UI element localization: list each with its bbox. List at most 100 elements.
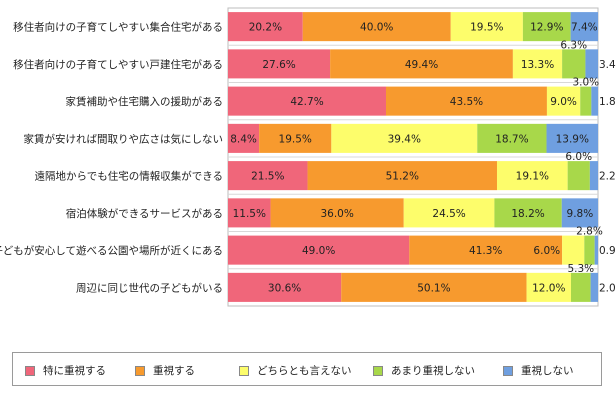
value-label: 18.2% (511, 208, 544, 220)
value-label: 49.0% (302, 245, 335, 257)
value-label: 36.0% (320, 208, 353, 220)
legend-item: あまり重視しない (373, 363, 475, 378)
legend-label: 重視する (153, 365, 195, 377)
bar-segment (496, 161, 568, 191)
bar-segment (591, 86, 598, 116)
value-label: 21.5% (251, 171, 284, 183)
value-label: 49.4% (405, 59, 438, 71)
value-label: 50.1% (417, 282, 450, 294)
legend-label: 特に重視する (43, 365, 106, 377)
bar-segment (307, 161, 497, 191)
legend-item: 重視する (135, 363, 195, 378)
value-label: 1.8% (599, 96, 616, 108)
category-label: 遠隔地からでも住宅の情報収集ができる (35, 170, 223, 183)
category-label: 周辺に同じ世代の子どもがいる (76, 281, 223, 294)
bar-segment (526, 272, 571, 302)
value-label: 12.0% (532, 282, 565, 294)
bar-segment (228, 161, 308, 191)
category-label: 移住者向けの子育てしやすい戸建住宅がある (13, 58, 223, 71)
bar-segment (270, 198, 404, 228)
category-label: 家賃が安ければ間取りや広さは気にしない (24, 132, 224, 145)
legend-item: 特に重視する (25, 363, 106, 378)
category-label: 家賃補助や住宅購入の援助がある (66, 95, 224, 108)
legend-swatch (25, 365, 35, 376)
bar-segment (331, 123, 478, 153)
value-label: 0.9% (599, 245, 616, 257)
bar-segment (567, 161, 590, 191)
legend-item: 重視しない (503, 363, 574, 378)
bar-segment (330, 49, 513, 79)
value-label: 40.0% (360, 22, 393, 34)
value-label: 11.5% (233, 208, 266, 220)
category-label: 宿泊体験ができるサービスがある (66, 207, 223, 220)
value-label: 2.8% (576, 226, 603, 238)
bar-segment (580, 86, 592, 116)
value-label: 2.0% (599, 282, 616, 294)
bar-segment (302, 12, 451, 42)
value-label: 13.3% (521, 59, 554, 71)
bar-segment (494, 198, 562, 228)
bar-segment (341, 272, 527, 302)
value-label: 19.1% (516, 171, 549, 183)
legend-swatch (373, 365, 383, 376)
legend: 特に重視する 重視する どちらとも言えない あまり重視しない 重視しない (12, 352, 602, 386)
value-label: 20.2% (249, 22, 282, 34)
bar-segment (228, 123, 260, 153)
value-label: 8.4% (230, 133, 257, 145)
bar-segment (228, 198, 271, 228)
bar-segment (522, 12, 571, 42)
value-label: 39.4% (388, 133, 421, 145)
bar-segment (477, 123, 547, 153)
bar-segment (562, 235, 585, 265)
bar-segment (570, 12, 598, 42)
value-label: 18.7% (495, 133, 528, 145)
legend-label: 重視しない (521, 365, 574, 377)
value-label: 19.5% (470, 22, 503, 34)
value-label: 9.8% (567, 208, 594, 220)
value-label: 27.6% (262, 59, 295, 71)
value-label: 19.5% (279, 133, 312, 145)
value-label: 24.5% (432, 208, 465, 220)
value-label: 9.0% (550, 96, 577, 108)
bar-segment (259, 123, 332, 153)
value-label: 3.0% (572, 77, 599, 89)
bar-segment (403, 198, 495, 228)
value-label: 5.3% (567, 263, 594, 275)
chart-plot: 移住者向けの子育てしやすい集合住宅がある 20.2% 40.0% 19.5% 12.9%… (0, 7, 616, 307)
value-label: 7.4% (571, 22, 598, 34)
legend-swatch (503, 365, 513, 376)
bar-segment (228, 235, 410, 265)
bar-segment (570, 272, 591, 302)
category-label: 子どもが安心して遊べる公園や場所が近くにある (0, 244, 223, 257)
legend-label: どちらとも言えない (257, 365, 352, 377)
bar-segment (590, 272, 598, 302)
bar-segment (589, 161, 598, 191)
bar-segment (594, 235, 598, 265)
legend-swatch (135, 365, 145, 376)
value-label: 30.6% (268, 282, 301, 294)
legend-label: あまり重視しない (391, 365, 475, 377)
bar-segment (385, 86, 547, 116)
bar-segment (562, 49, 586, 79)
bar-segment (512, 49, 563, 79)
bar-segment (561, 198, 598, 228)
value-label: 6.0% (533, 245, 560, 257)
bar-segment (228, 272, 342, 302)
value-label: 3.4% (599, 59, 616, 71)
value-label: 41.3% (469, 245, 502, 257)
value-label: 43.5% (450, 96, 483, 108)
legend-swatch (239, 365, 249, 376)
bar-segment (228, 12, 303, 42)
bar-segment (228, 49, 331, 79)
bar-segment (546, 86, 581, 116)
value-label: 2.2% (599, 171, 616, 183)
bar-segment (584, 235, 595, 265)
value-label: 6.0% (565, 151, 592, 163)
bar-segment (409, 235, 563, 265)
legend-item: どちらとも言えない (239, 363, 352, 378)
value-label: 51.2% (386, 171, 419, 183)
value-label: 6.3% (560, 39, 587, 51)
bar-segment (228, 86, 386, 116)
value-label: 13.9% (556, 133, 589, 145)
